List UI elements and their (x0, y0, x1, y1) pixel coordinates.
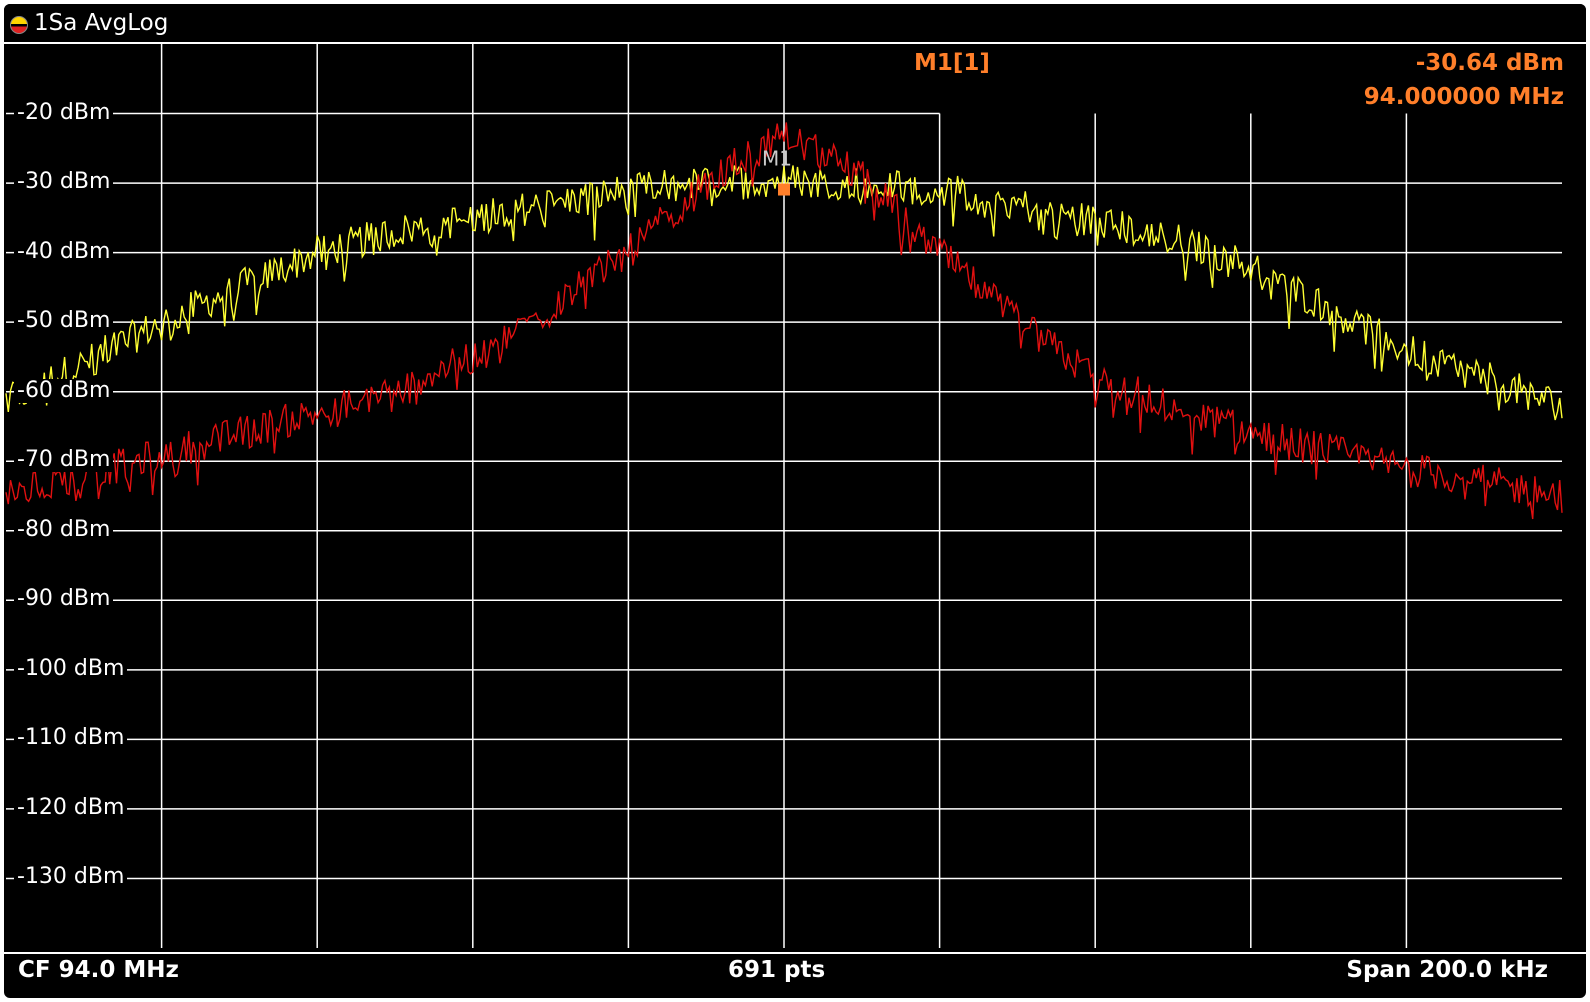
title-bar: 1Sa AvgLog (4, 4, 1586, 42)
y-axis-label: -100 dBm (14, 656, 128, 681)
y-axis-label: -20 dBm (14, 100, 114, 125)
y-axis-label: -60 dBm (14, 378, 114, 403)
title-divider (4, 42, 1586, 44)
sweep-points-label[interactable]: 691 pts (728, 957, 826, 983)
span-label[interactable]: Span 200.0 kHz (1346, 957, 1548, 983)
y-axis-label: -50 dBm (14, 309, 114, 334)
footer-divider (4, 952, 1586, 954)
center-frequency-label[interactable]: CF 94.0 MHz (18, 957, 179, 983)
marker-level-readout: -30.64 dBm (1415, 50, 1564, 76)
y-axis-label: -130 dBm (14, 865, 128, 890)
y-axis-label: -80 dBm (14, 517, 114, 542)
y-axis-label: -30 dBm (14, 170, 114, 195)
y-axis-label: -120 dBm (14, 795, 128, 820)
marker-frequency-readout: 94.000000 MHz (1363, 84, 1564, 110)
marker-point (778, 183, 790, 196)
y-axis-label: -90 dBm (14, 587, 114, 612)
trace-mode-label: 1Sa AvgLog (34, 10, 169, 36)
y-axis-label: -40 dBm (14, 239, 114, 264)
spectrum-plot[interactable]: M1 (4, 4, 1586, 998)
marker-tag: M1 (762, 147, 792, 171)
y-axis-label: -70 dBm (14, 448, 114, 473)
marker-label: M1[1] (914, 50, 990, 76)
trace-1-line (5, 165, 1563, 421)
y-axis-label: -110 dBm (14, 726, 128, 751)
trace-2-line (5, 122, 1563, 520)
trace-indicator-icon[interactable] (10, 16, 28, 34)
